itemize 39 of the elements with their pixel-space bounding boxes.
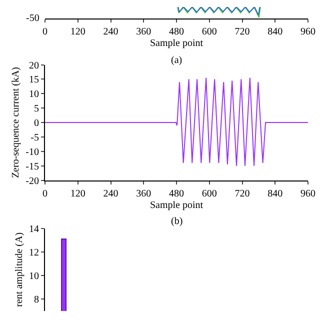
x-axis-title: Sample point bbox=[150, 38, 204, 50]
x-tick-label: 120 bbox=[70, 26, 86, 38]
annotation: (a) bbox=[171, 55, 182, 66]
y-tick-label: 0 bbox=[34, 118, 39, 130]
y-tick-label: 5 bbox=[34, 104, 39, 115]
y-tick-label: -15 bbox=[26, 161, 39, 172]
y-tick-label: -20 bbox=[26, 176, 39, 187]
x-tick-label: 720 bbox=[234, 188, 250, 200]
x-tick-label: 360 bbox=[136, 188, 152, 200]
x-tick-label: 600 bbox=[202, 188, 217, 200]
x-tick-label: 360 bbox=[136, 26, 152, 38]
y-tick-label: 8 bbox=[34, 294, 39, 306]
x-tick-label: 120 bbox=[70, 188, 86, 200]
y-tick-label: 20 bbox=[29, 60, 39, 72]
y-tick-label: 15 bbox=[29, 74, 39, 86]
x-tick-label: 840 bbox=[268, 26, 283, 38]
x-tick-label: 600 bbox=[202, 26, 217, 38]
x-tick-label: 960 bbox=[300, 188, 316, 200]
x-tick-label: 840 bbox=[268, 188, 283, 200]
x-axis-title: Sample point bbox=[150, 200, 204, 211]
line-series bbox=[45, 77, 308, 166]
x-tick-label: 720 bbox=[234, 26, 250, 38]
y-axis-title: Zero-sequence current (kA) bbox=[10, 66, 22, 178]
text: -50 bbox=[26, 13, 40, 24]
x-tick-label: 240 bbox=[103, 26, 118, 38]
text: (b) bbox=[171, 216, 183, 227]
x-tick-label: 480 bbox=[169, 26, 184, 38]
x-tick-label: 0 bbox=[42, 188, 48, 200]
y-tick-label: 12 bbox=[29, 247, 39, 258]
y-axis-title: rent amplitude (A) bbox=[14, 232, 25, 307]
x-tick-label: 960 bbox=[300, 26, 316, 38]
x-tick-label: 0 bbox=[42, 26, 48, 38]
y-tick-label: 14 bbox=[29, 224, 39, 235]
y-tick-label: -10 bbox=[26, 146, 39, 158]
y-tick-label: 10 bbox=[29, 89, 39, 100]
y-tick-label: 10 bbox=[29, 271, 39, 282]
y-tick-label: -5 bbox=[30, 132, 39, 144]
x-tick-label: 480 bbox=[169, 188, 184, 200]
x-tick-label: 240 bbox=[103, 188, 118, 200]
